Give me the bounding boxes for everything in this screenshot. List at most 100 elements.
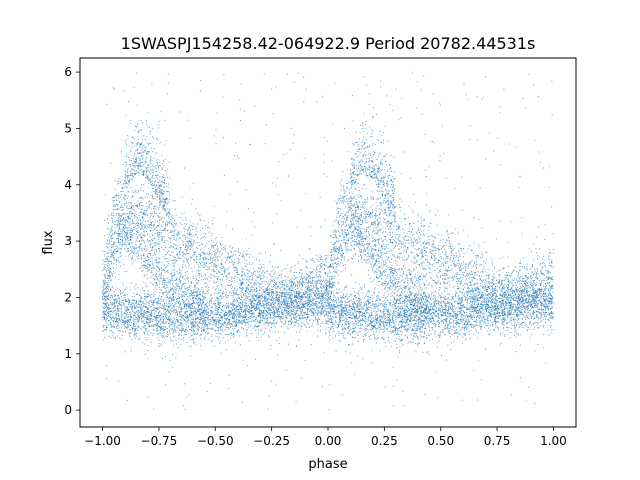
data-point [125,299,127,301]
data-point [140,306,142,308]
data-point [372,316,374,318]
data-point [300,310,302,312]
data-point [136,325,138,327]
data-point [181,290,183,292]
data-point [193,320,195,322]
data-point [334,320,336,322]
data-point [326,311,328,313]
data-point [312,292,314,294]
data-point [161,308,163,310]
data-point [464,322,466,324]
data-point [435,335,438,337]
data-point [122,290,124,292]
data-point [423,327,426,329]
data-point [502,332,504,334]
data-point [461,326,463,328]
data-point [111,335,113,337]
data-point [142,302,144,304]
data-point [520,313,522,315]
data-point [348,295,350,297]
data-point [369,323,371,325]
data-point [448,323,450,325]
data-point [117,330,119,332]
data-point [511,307,513,310]
data-point [125,320,127,322]
data-point [408,341,410,343]
data-point [434,325,436,327]
data-point [156,327,158,330]
data-point [110,307,112,310]
data-point [291,278,293,280]
data-point [395,298,398,300]
data-point [129,289,131,291]
data-point [466,324,468,326]
data-point [340,298,342,300]
data-point [170,339,172,341]
data-point [174,296,176,298]
data-point [387,339,390,341]
data-point [219,296,221,298]
data-point [358,305,360,307]
data-point [327,320,330,322]
data-point [125,313,127,315]
data-point [430,333,432,335]
data-point [442,312,444,314]
data-point [317,329,319,331]
data-point [399,314,402,316]
data-point [333,308,335,310]
data-point [168,306,170,309]
data-point [118,288,120,290]
data-point [285,293,288,295]
data-point [128,303,130,306]
data-point [464,299,466,301]
data-point [124,307,126,309]
data-point [240,328,242,330]
data-point [252,297,254,299]
data-point [362,341,365,343]
data-point [111,313,113,315]
data-point [221,322,223,324]
data-point [310,309,312,311]
data-point [390,293,392,295]
data-point [376,330,378,332]
data-point [467,307,469,309]
data-point [276,304,279,306]
data-point [102,325,104,327]
data-point [256,297,259,299]
data-point [120,296,122,298]
data-point [199,320,201,322]
data-point [395,343,397,345]
data-point [456,314,458,316]
data-point [105,328,107,331]
data-point [131,282,133,284]
data-point [169,287,172,289]
data-point [220,295,222,298]
data-point [200,276,202,278]
data-point [338,325,340,328]
data-point [319,329,321,331]
data-point [163,341,165,343]
data-point [441,292,443,294]
data-point [354,302,356,304]
data-point [186,314,188,316]
data-point [328,310,330,312]
data-point [156,318,158,320]
data-point [266,286,268,289]
data-point [336,306,338,308]
data-point [355,308,357,311]
data-point [204,312,206,315]
data-point [192,320,194,323]
data-point [471,308,473,311]
data-point [188,294,190,296]
data-point [404,318,406,320]
data-point [467,289,469,291]
data-point [306,322,308,324]
data-point [173,301,176,303]
data-point [150,317,152,319]
data-point [315,292,317,294]
data-point [502,296,505,298]
data-point [123,316,125,318]
data-point [204,331,207,333]
data-point [338,298,340,300]
data-point [205,303,207,305]
